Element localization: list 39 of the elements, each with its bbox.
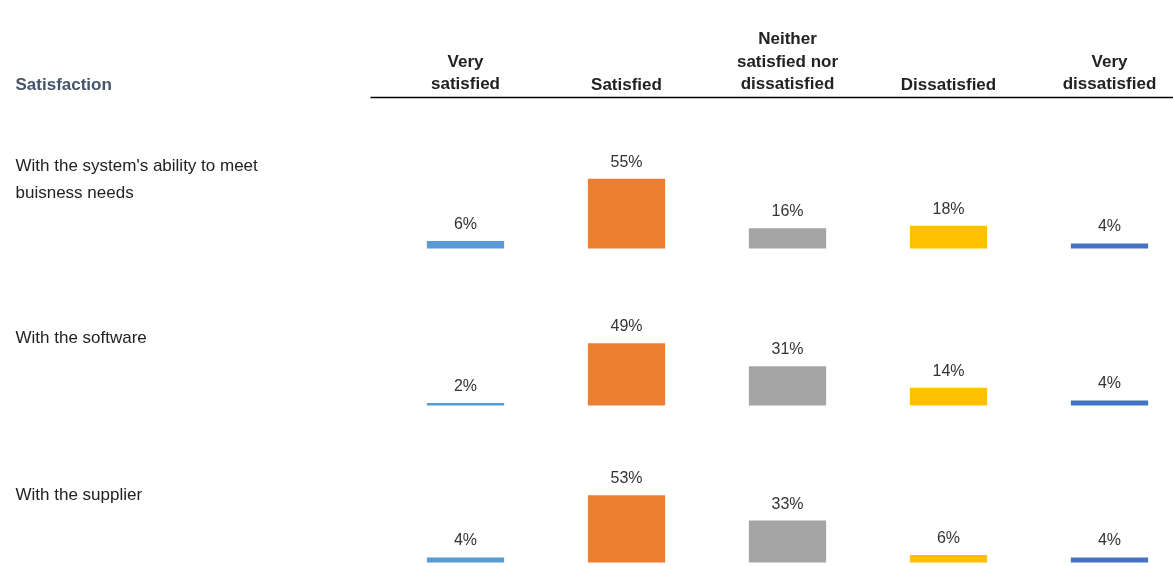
- data-label: 31%: [771, 340, 804, 358]
- text: Satisfaction: [15, 74, 112, 94]
- bar: [1070, 400, 1149, 406]
- data-label: 53%: [610, 469, 643, 487]
- data-label: 18%: [932, 199, 965, 217]
- data-label: 33%: [771, 494, 804, 512]
- bar: [909, 225, 988, 249]
- bar: [426, 402, 505, 406]
- y-axis-title: With the software: [15, 327, 147, 347]
- data-label: 6%: [453, 214, 478, 232]
- data-label: 49%: [610, 317, 643, 335]
- y-axis-title: With the system's ability to meet buisness needs: [15, 155, 259, 203]
- x-tick-label: Satisfied: [591, 74, 662, 94]
- bar: [748, 228, 827, 249]
- x-tick-label: Dissatisfied: [900, 74, 997, 94]
- data-label: 14%: [932, 361, 965, 379]
- bar: [426, 240, 505, 249]
- bar: [909, 387, 988, 406]
- data-label: 55%: [610, 152, 643, 170]
- data-label: 4%: [453, 531, 478, 549]
- data-label: 16%: [771, 202, 804, 220]
- bar: [748, 520, 827, 563]
- data-label: 4%: [1097, 374, 1122, 392]
- x-tick-label: Very satisfied: [431, 51, 500, 94]
- bar: [426, 557, 505, 563]
- x-tick-label: Very dissatisfied: [1062, 51, 1157, 94]
- bar: [587, 178, 666, 249]
- bar: [587, 343, 666, 406]
- bar: [587, 495, 666, 563]
- bar: [748, 366, 827, 406]
- bar: [1070, 557, 1149, 563]
- data-label: 4%: [1097, 217, 1122, 235]
- bar: [1070, 243, 1149, 249]
- data-label: 4%: [1097, 531, 1122, 549]
- y-axis-title: With the supplier: [15, 484, 143, 504]
- x-tick-label: Neither satisfied nor dissatisfied: [736, 28, 839, 94]
- bar: [909, 554, 988, 563]
- data-label: 2%: [453, 376, 478, 394]
- data-label: 6%: [936, 528, 961, 546]
